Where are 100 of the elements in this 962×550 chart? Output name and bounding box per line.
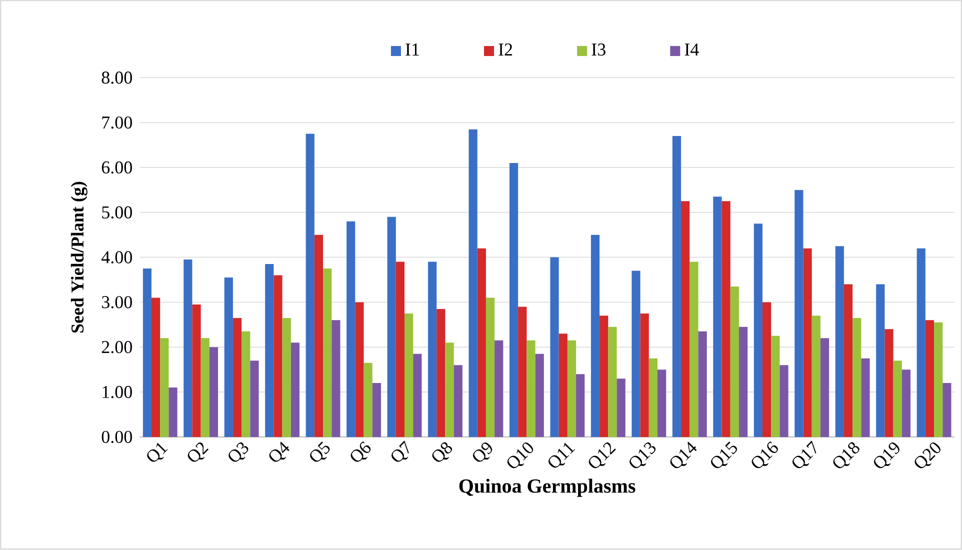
bar — [558, 334, 568, 438]
bar — [934, 322, 943, 438]
bar — [526, 340, 536, 438]
bar — [355, 302, 364, 438]
bar — [346, 222, 356, 438]
y-tick-label: 3.00 — [102, 296, 132, 309]
x-tick-label: Q4 — [269, 442, 290, 462]
bar — [893, 360, 902, 438]
y-tick-label: 6.00 — [102, 162, 132, 174]
y-tick-label: 0.00 — [102, 430, 132, 444]
x-tick-label: Q10 — [507, 442, 534, 468]
x-tick-label: Q5 — [310, 442, 330, 462]
bar — [600, 316, 608, 438]
y-axis-title: Seed Yield/Plant (g) — [70, 182, 88, 333]
bar — [232, 318, 242, 438]
bar — [713, 196, 722, 438]
bar — [835, 246, 844, 438]
bar — [608, 327, 617, 438]
y-tick-label: 8.00 — [102, 72, 132, 84]
x-tick-label: Q18 — [833, 442, 860, 468]
x-tick-label: Q2 — [188, 442, 209, 462]
bar — [803, 248, 812, 438]
bar — [200, 338, 210, 438]
x-tick-label: Q1 — [147, 443, 168, 462]
bar — [884, 329, 894, 438]
bar — [648, 358, 658, 438]
bar — [780, 365, 788, 438]
bar — [274, 275, 282, 438]
bar — [224, 278, 233, 438]
bar — [428, 262, 437, 438]
bar — [812, 316, 820, 438]
bar — [567, 340, 576, 438]
bar — [209, 347, 218, 438]
bar — [306, 134, 314, 438]
bar — [323, 268, 332, 438]
bar — [364, 363, 372, 438]
bar — [632, 270, 640, 438]
bar — [242, 332, 250, 438]
bar — [445, 342, 454, 438]
bar — [535, 354, 544, 438]
x-tick-label: Q12 — [588, 442, 616, 468]
bar — [486, 298, 495, 438]
x-tick-label: Q8 — [432, 442, 452, 462]
y-tick-label: 7.00 — [102, 116, 132, 129]
bar — [576, 374, 585, 438]
y-tick-label: 1.00 — [102, 386, 132, 398]
bar — [184, 260, 192, 438]
bar — [404, 314, 414, 438]
bar — [413, 354, 422, 438]
bar — [738, 327, 748, 438]
bar — [844, 284, 853, 438]
bar — [730, 286, 739, 438]
bar — [477, 248, 486, 438]
x-tick-label: Q9 — [472, 442, 492, 462]
x-tick-label: Q16 — [752, 442, 778, 468]
bar — [550, 257, 559, 438]
bar — [925, 320, 934, 438]
bar — [436, 309, 446, 438]
bar — [794, 190, 804, 438]
x-tick-label: Q14 — [670, 442, 697, 468]
bar — [876, 284, 885, 438]
bar — [160, 338, 169, 438]
legend-label: I3 — [592, 44, 606, 56]
bar — [518, 306, 527, 438]
x-tick-label: Q20 — [914, 442, 940, 468]
bar — [290, 342, 300, 438]
bar — [192, 304, 201, 438]
bar — [698, 332, 707, 438]
bar — [314, 235, 324, 438]
bar — [690, 262, 698, 438]
bar — [590, 235, 600, 438]
x-tick-label: Q3 — [228, 442, 248, 462]
bar — [916, 248, 926, 438]
bar — [762, 302, 772, 438]
bar — [771, 336, 780, 438]
bar — [616, 378, 626, 438]
bar — [640, 314, 649, 438]
legend-label: I2 — [498, 44, 512, 56]
bar — [265, 264, 274, 438]
bar — [250, 360, 259, 438]
bar — [820, 338, 830, 438]
y-tick-label: 5.00 — [102, 206, 132, 219]
bar — [142, 268, 152, 438]
bar — [852, 318, 862, 438]
bar — [722, 201, 730, 438]
bar — [672, 136, 682, 438]
bar — [658, 370, 666, 438]
x-tick-label: Q13 — [630, 442, 656, 468]
y-tick-label: 2.00 — [102, 341, 132, 354]
legend-label: I1 — [406, 44, 419, 56]
x-tick-label: Q6 — [350, 442, 371, 462]
x-tick-label: Q7 — [392, 440, 409, 462]
x-axis-title: Quinoa Germplasms — [459, 478, 636, 498]
x-tick-label: Q15 — [711, 442, 737, 468]
bar — [454, 365, 462, 438]
bar — [151, 298, 160, 438]
x-tick-label: Q11 — [548, 443, 576, 468]
x-tick-label: Q17 — [792, 440, 816, 468]
bar — [468, 129, 478, 438]
bar — [902, 370, 911, 438]
